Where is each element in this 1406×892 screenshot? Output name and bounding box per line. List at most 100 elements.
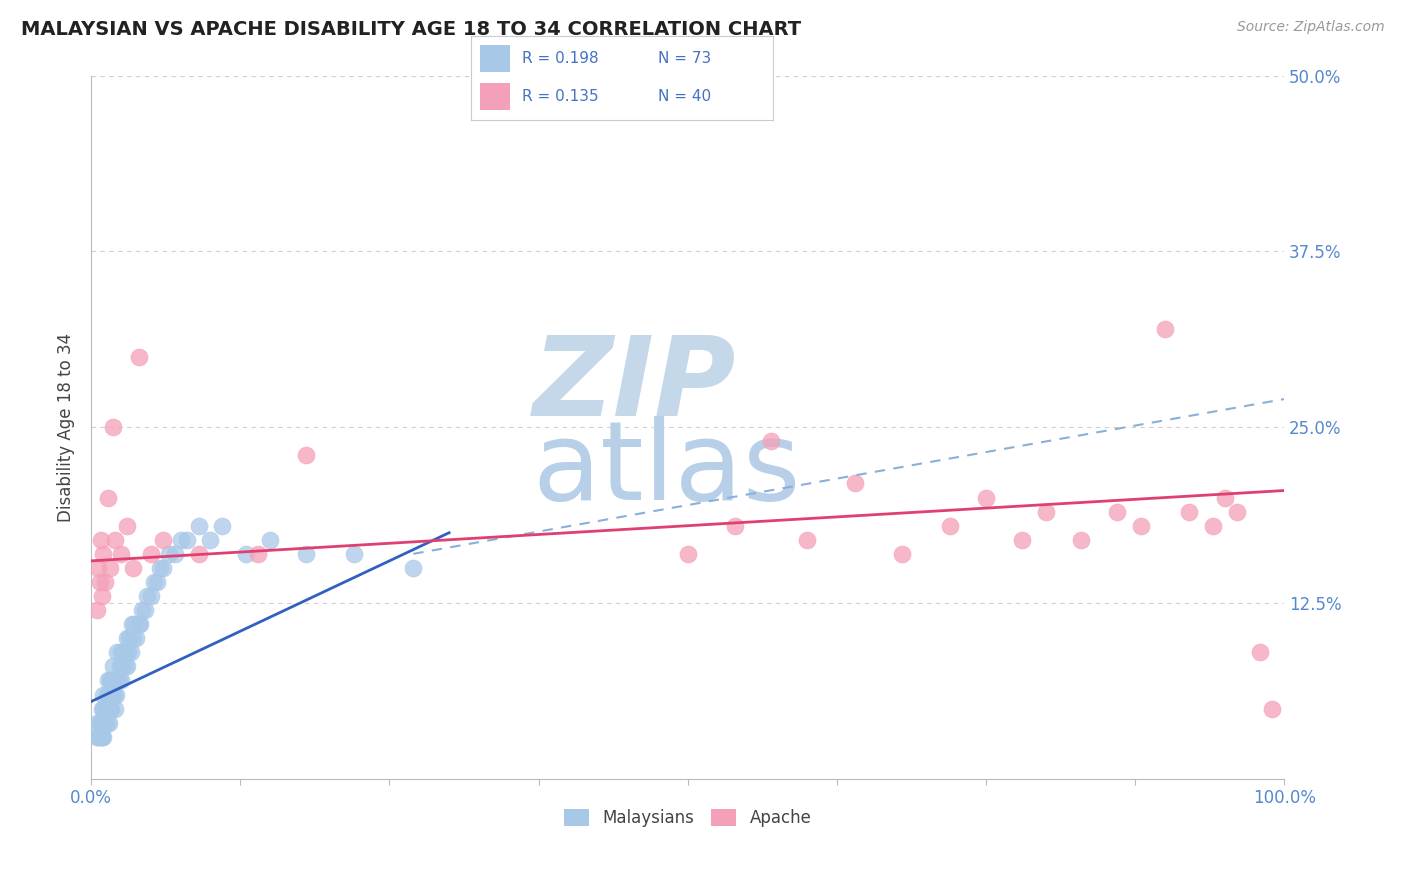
- Point: [176, 533, 198, 547]
- Text: Source: ZipAtlas.com: Source: ZipAtlas.com: [1237, 20, 1385, 34]
- Point: [211, 518, 233, 533]
- Point: [91, 730, 114, 744]
- Point: [111, 659, 134, 673]
- Text: R = 0.198: R = 0.198: [523, 51, 599, 66]
- Point: [149, 561, 172, 575]
- Bar: [479, 83, 510, 111]
- Point: [1226, 505, 1249, 519]
- Point: [134, 603, 156, 617]
- Point: [90, 589, 112, 603]
- Point: [247, 547, 270, 561]
- Point: [91, 688, 114, 702]
- Text: MALAYSIAN VS APACHE DISABILITY AGE 18 TO 34 CORRELATION CHART: MALAYSIAN VS APACHE DISABILITY AGE 18 TO…: [21, 20, 801, 38]
- Point: [90, 715, 112, 730]
- Point: [295, 547, 318, 561]
- Text: N = 40: N = 40: [658, 89, 711, 104]
- Point: [94, 715, 117, 730]
- Point: [96, 715, 118, 730]
- Point: [146, 574, 169, 589]
- Point: [157, 547, 180, 561]
- Point: [90, 533, 112, 547]
- Point: [114, 659, 136, 673]
- Point: [98, 673, 121, 688]
- Point: [98, 688, 121, 702]
- Point: [89, 574, 111, 589]
- Point: [108, 659, 131, 673]
- Point: [724, 518, 747, 533]
- Point: [128, 350, 150, 364]
- Point: [402, 561, 425, 575]
- Point: [89, 730, 111, 744]
- Point: [107, 673, 129, 688]
- Text: atlas: atlas: [533, 416, 801, 523]
- Point: [122, 632, 145, 646]
- Point: [235, 547, 257, 561]
- Point: [1107, 505, 1129, 519]
- Point: [100, 701, 122, 715]
- Bar: [479, 45, 510, 72]
- Point: [676, 547, 699, 561]
- Point: [1130, 518, 1153, 533]
- Point: [97, 701, 120, 715]
- Point: [115, 518, 138, 533]
- Point: [101, 688, 124, 702]
- Point: [98, 561, 121, 575]
- Point: [86, 603, 108, 617]
- Point: [86, 730, 108, 744]
- Point: [169, 533, 191, 547]
- Point: [101, 659, 124, 673]
- Point: [107, 645, 129, 659]
- Point: [122, 617, 145, 632]
- Point: [112, 645, 135, 659]
- Point: [1202, 518, 1225, 533]
- Y-axis label: Disability Age 18 to 34: Disability Age 18 to 34: [58, 333, 75, 522]
- Point: [129, 617, 152, 632]
- Point: [187, 518, 209, 533]
- Point: [110, 673, 132, 688]
- Point: [1011, 533, 1033, 547]
- Point: [89, 715, 111, 730]
- Point: [163, 547, 186, 561]
- Point: [143, 574, 166, 589]
- Point: [94, 574, 117, 589]
- Point: [97, 673, 120, 688]
- Point: [139, 589, 162, 603]
- Point: [844, 476, 866, 491]
- Point: [131, 603, 153, 617]
- Point: [90, 730, 112, 744]
- Point: [90, 715, 112, 730]
- Point: [87, 561, 110, 575]
- Point: [1213, 491, 1236, 505]
- Point: [115, 632, 138, 646]
- Point: [136, 589, 159, 603]
- Text: ZIP: ZIP: [533, 332, 737, 439]
- Point: [796, 533, 818, 547]
- Point: [152, 561, 174, 575]
- Point: [98, 715, 121, 730]
- Point: [295, 448, 318, 462]
- Point: [94, 701, 117, 715]
- Point: [110, 645, 132, 659]
- Point: [104, 673, 127, 688]
- Point: [128, 617, 150, 632]
- Point: [110, 547, 132, 561]
- Point: [120, 645, 142, 659]
- Point: [91, 715, 114, 730]
- Point: [1178, 505, 1201, 519]
- Point: [104, 701, 127, 715]
- Point: [1070, 533, 1092, 547]
- Point: [90, 730, 112, 744]
- Point: [1035, 505, 1057, 519]
- Point: [97, 491, 120, 505]
- Point: [259, 533, 281, 547]
- Point: [101, 420, 124, 434]
- Point: [200, 533, 222, 547]
- Point: [761, 434, 783, 449]
- Point: [115, 659, 138, 673]
- Point: [118, 632, 141, 646]
- Point: [98, 701, 121, 715]
- Point: [104, 533, 127, 547]
- Point: [121, 617, 143, 632]
- Point: [152, 533, 174, 547]
- Point: [103, 688, 125, 702]
